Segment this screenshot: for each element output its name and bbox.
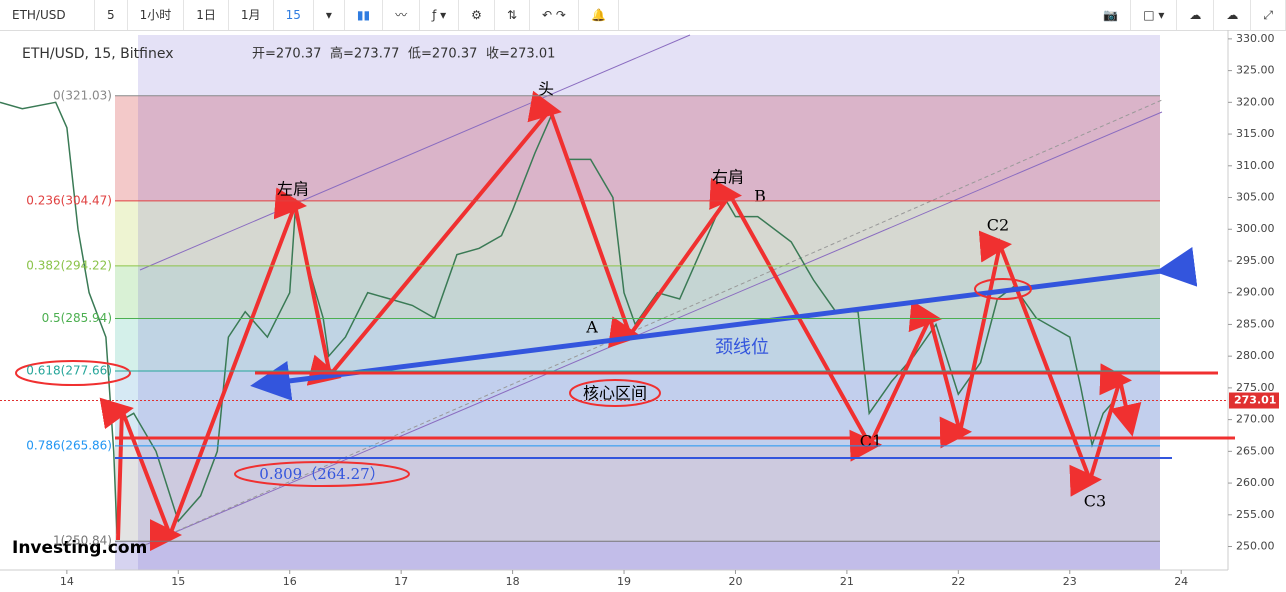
y-tick-label: 315.00 xyxy=(1236,127,1275,140)
cloud-icon[interactable]: ☁ xyxy=(1177,0,1215,30)
alert-icon[interactable]: 🔔 xyxy=(579,0,619,30)
y-tick-label: 305.00 xyxy=(1236,191,1275,204)
line-icon[interactable]: 〰 xyxy=(383,0,421,30)
symbol[interactable]: ETH/USD xyxy=(0,0,95,30)
channel-area xyxy=(138,35,1160,570)
annotation: A xyxy=(585,318,598,337)
chart-title: ETH/USD, 15, Bitfinex xyxy=(22,46,174,62)
indicator-icon[interactable]: ƒ ▾ xyxy=(420,0,460,30)
annotation: 0.809（264.27） xyxy=(259,465,384,483)
y-tick-label: 310.00 xyxy=(1236,159,1275,172)
candle-icon[interactable]: ▮▮ xyxy=(345,0,384,30)
annotation: C1 xyxy=(860,432,882,451)
fib-label: 0.618(277.66) xyxy=(26,364,112,378)
ohlc: 高=273.77 xyxy=(330,46,399,62)
ohlc: 开=270.37 xyxy=(252,47,321,62)
fullscreen-icon[interactable]: ⤢ xyxy=(1251,0,1286,30)
x-tick-label: 20 xyxy=(728,575,742,588)
annotation: 核心区间 xyxy=(583,384,647,403)
interval[interactable]: 15 xyxy=(274,0,314,30)
highlight xyxy=(569,379,661,407)
chart: 头 左肩 右肩 A B C1 C2 C3 颈线位 核心区间 0.809（264.… xyxy=(0,30,1279,588)
y-tick-label: 285.00 xyxy=(1236,317,1275,330)
settings-icon[interactable]: ⚙ xyxy=(459,0,495,30)
x-tick-label: 15 xyxy=(171,575,185,588)
y-tick-label: 265.00 xyxy=(1236,444,1275,457)
y-tick-label: 260.00 xyxy=(1236,476,1275,489)
fib-label: 0.236(304.47) xyxy=(26,193,112,207)
annotation: 左肩 xyxy=(277,180,309,199)
undo-icon[interactable]: ↶ ↷ xyxy=(530,0,579,30)
price-label: 273.01 xyxy=(1234,394,1276,407)
x-tick-label: 21 xyxy=(840,575,854,588)
highlight xyxy=(974,278,1032,300)
dropdown[interactable]: ▾ xyxy=(314,0,345,30)
compare-icon[interactable]: ⇅ xyxy=(495,0,530,30)
y-tick-label: 250.00 xyxy=(1236,540,1275,553)
y-tick-label: 300.00 xyxy=(1236,222,1275,235)
watermark: Investing.com xyxy=(12,538,147,558)
x-tick-label: 23 xyxy=(1063,575,1077,588)
ohlc: 低=270.37 xyxy=(408,47,477,62)
y-tick-label: 270.00 xyxy=(1236,413,1275,426)
fib-label: 0.5(285.94) xyxy=(42,311,112,325)
interval[interactable]: 1小时 xyxy=(128,0,185,30)
annotation: B xyxy=(754,187,766,206)
y-tick-label: 325.00 xyxy=(1236,64,1275,77)
annotation: 颈线位 xyxy=(715,337,769,358)
interval[interactable]: 5 xyxy=(95,0,128,30)
x-tick-label: 17 xyxy=(394,575,408,588)
highlight xyxy=(15,360,131,386)
annotation: 右肩 xyxy=(712,168,744,187)
cloud-icon[interactable]: ☁ xyxy=(1214,0,1252,30)
fib-label: 0.382(294.22) xyxy=(26,258,112,272)
y-tick-label: 330.00 xyxy=(1236,32,1275,45)
x-tick-label: 18 xyxy=(506,575,520,588)
ohlc: 收=273.01 xyxy=(486,47,555,62)
highlight xyxy=(234,461,410,487)
y-tick-label: 280.00 xyxy=(1236,349,1275,362)
price-box xyxy=(1229,392,1279,409)
neckline xyxy=(250,247,1198,401)
camera-icon[interactable]: 📷 xyxy=(1091,0,1132,30)
toolbar: ETH/USD 5 1小时 1日 1月 15 ▾ ▮▮ 〰 ƒ ▾ ⚙ ⇅ ↶ … xyxy=(0,0,1286,31)
wave-arrows xyxy=(99,90,1142,552)
interval[interactable]: 1月 xyxy=(229,0,274,30)
x-tick-label: 14 xyxy=(60,575,74,588)
y-tick-label: 255.00 xyxy=(1236,508,1275,521)
y-tick-label: 275.00 xyxy=(1236,381,1275,394)
x-tick-label: 16 xyxy=(283,575,297,588)
y-tick-label: 295.00 xyxy=(1236,254,1275,267)
fib-label: 1(250.84) xyxy=(53,534,112,548)
x-tick-label: 19 xyxy=(617,575,631,588)
y-tick-label: 290.00 xyxy=(1236,286,1275,299)
fib-label: 0(321.03) xyxy=(53,88,112,102)
fib-label: 0.786(265.86) xyxy=(26,438,112,452)
color-icon[interactable]: □ ▾ xyxy=(1131,0,1178,30)
annotation: 头 xyxy=(538,80,554,99)
annotation: C2 xyxy=(987,216,1009,235)
x-tick-label: 24 xyxy=(1174,575,1188,588)
x-tick-label: 22 xyxy=(951,575,965,588)
annotation: C3 xyxy=(1084,492,1106,511)
interval[interactable]: 1日 xyxy=(184,0,229,30)
y-tick-label: 320.00 xyxy=(1236,95,1275,108)
